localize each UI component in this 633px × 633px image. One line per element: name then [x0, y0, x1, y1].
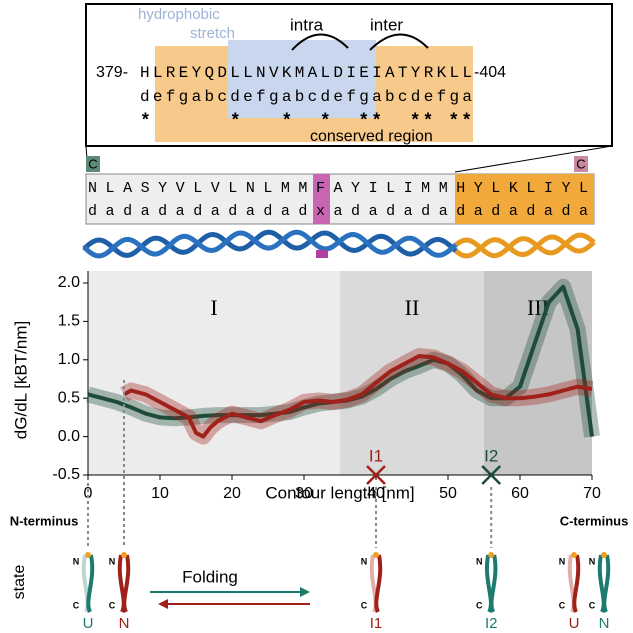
end-label: C — [559, 600, 566, 610]
arrow-head — [158, 599, 168, 609]
x-tick-label: 70 — [583, 485, 601, 502]
x-tick-label: 60 — [511, 485, 529, 502]
strip-sequence: NLASYVLVLNLMMFAYILIMMHYLKLIYL — [88, 180, 588, 197]
strand — [602, 554, 611, 613]
end-label: C — [361, 600, 368, 610]
end-label: C — [476, 600, 483, 610]
series-line — [123, 354, 593, 439]
strand — [374, 554, 383, 613]
strand — [489, 554, 498, 613]
state-label: N — [119, 615, 130, 632]
x-tick-label: 20 — [223, 485, 241, 502]
terminus-dot — [571, 552, 577, 558]
plot: I II III-0.50.00.51.01.52.00 10 20 30 40 50 60 70… — [11, 271, 601, 548]
strip-mutation — [313, 174, 330, 224]
tag-box — [574, 156, 588, 172]
seq-start: 379- — [96, 64, 128, 81]
terminus-dot — [601, 552, 607, 558]
strand — [86, 554, 95, 613]
y-tick-label: 2.0 — [58, 274, 80, 291]
conserved-label: conserved region — [310, 128, 433, 145]
marker — [481, 465, 502, 485]
y-tick-label: 1.0 — [58, 351, 80, 368]
region-label: II — [405, 295, 420, 320]
end-label: N — [109, 556, 116, 566]
seq-end: -404 — [474, 64, 506, 81]
marker-label: I2 — [484, 446, 498, 465]
strip-heptad: dadadadadadadxadadadadadadada — [88, 203, 588, 220]
tag-box — [86, 156, 100, 172]
x-tick-label: 10 — [151, 485, 169, 502]
y-tick-label: 0.0 — [58, 428, 80, 445]
x-tick-label: 50 — [439, 485, 457, 502]
end-label: N — [476, 556, 483, 566]
marker — [366, 465, 386, 485]
hydrophobic-bg — [228, 40, 376, 118]
inter-label: inter — [370, 15, 403, 34]
arrow-head — [300, 587, 310, 597]
terminus-dot — [488, 552, 495, 558]
end-label: C — [109, 600, 116, 610]
terminus-dot — [121, 552, 127, 558]
end-label: N — [361, 556, 368, 566]
state-label: U — [83, 615, 94, 632]
end-label: N — [559, 556, 566, 566]
y-tick-label: -0.5 — [52, 466, 80, 483]
marker-label: I1 — [369, 446, 383, 465]
end-label: C — [589, 600, 596, 610]
x-tick-label: 0 — [84, 485, 93, 502]
y-axis-label: dG/dL [kBT/nm] — [11, 321, 30, 439]
inter-arrow — [369, 33, 429, 51]
row-label: state — [11, 565, 28, 600]
end-label: N — [589, 556, 596, 566]
region-label: I — [210, 295, 217, 320]
region — [88, 271, 340, 475]
strip-conserved — [455, 174, 594, 224]
region — [484, 271, 592, 475]
end-label: C — [73, 600, 80, 610]
x-tick-label: 30 — [295, 485, 313, 502]
x-axis-label: Contour length [nm] — [265, 483, 414, 502]
state-label: N — [599, 615, 610, 632]
helix — [82, 229, 596, 259]
hydrophobic-label: hydrophobic — [138, 6, 220, 23]
tag: C — [88, 156, 97, 171]
strand — [122, 554, 131, 613]
state-label: I2 — [485, 615, 498, 632]
end-label: N — [73, 556, 80, 566]
helix-strand — [82, 229, 458, 259]
state-label: I1 — [370, 615, 383, 632]
c-terminus: C-terminus — [560, 513, 629, 528]
y-tick-label: 1.5 — [58, 313, 80, 330]
helix-mark — [316, 250, 328, 258]
intra-label: intra — [290, 15, 324, 34]
helix-strand — [454, 232, 596, 259]
arrow-label: Folding — [182, 567, 238, 586]
strand — [572, 554, 581, 613]
y-tick-label: 0.5 — [58, 389, 80, 406]
intra-arrow — [291, 33, 349, 51]
state-label: U — [569, 615, 580, 632]
hydrophobic-label: stretch — [190, 25, 235, 42]
tag: C — [576, 156, 585, 171]
zoom-line — [454, 145, 613, 173]
n-terminus: N-terminus — [10, 513, 79, 528]
terminus-dot — [85, 552, 91, 558]
terminus-dot — [373, 552, 379, 558]
